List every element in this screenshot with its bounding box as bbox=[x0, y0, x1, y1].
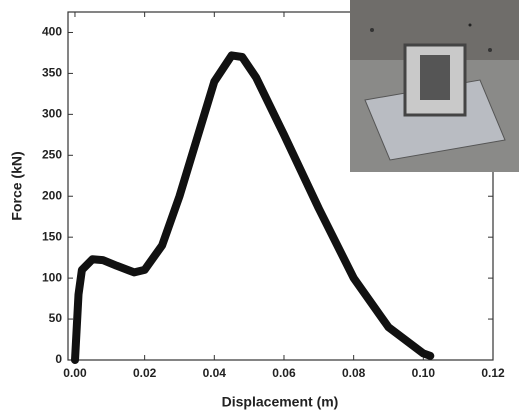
y-tick-label: 350 bbox=[42, 66, 62, 80]
x-tick-label: 0.12 bbox=[481, 366, 505, 380]
x-axis-label: Displacement (m) bbox=[222, 394, 339, 410]
x-tick-label: 0.02 bbox=[133, 366, 157, 380]
inset-photo bbox=[350, 0, 519, 172]
y-tick-label: 0 bbox=[55, 352, 62, 366]
x-tick-label: 0.10 bbox=[412, 366, 436, 380]
x-tick-label: 0.08 bbox=[342, 366, 366, 380]
x-tick-label: 0.00 bbox=[63, 366, 87, 380]
y-tick-label: 50 bbox=[49, 311, 63, 325]
data-line bbox=[71, 51, 435, 364]
y-tick-label: 150 bbox=[42, 229, 62, 243]
x-tick-label: 0.06 bbox=[272, 366, 296, 380]
plot-frame bbox=[67, 11, 494, 361]
y-tick-label: 250 bbox=[42, 147, 62, 161]
y-tick-label: 400 bbox=[42, 25, 62, 39]
y-axis-label: Force (kN) bbox=[9, 151, 25, 220]
y-tick-label: 300 bbox=[42, 107, 62, 121]
y-tick-label: 200 bbox=[42, 188, 62, 202]
y-tick-label: 100 bbox=[42, 270, 62, 284]
x-tick-label: 0.04 bbox=[203, 366, 227, 380]
